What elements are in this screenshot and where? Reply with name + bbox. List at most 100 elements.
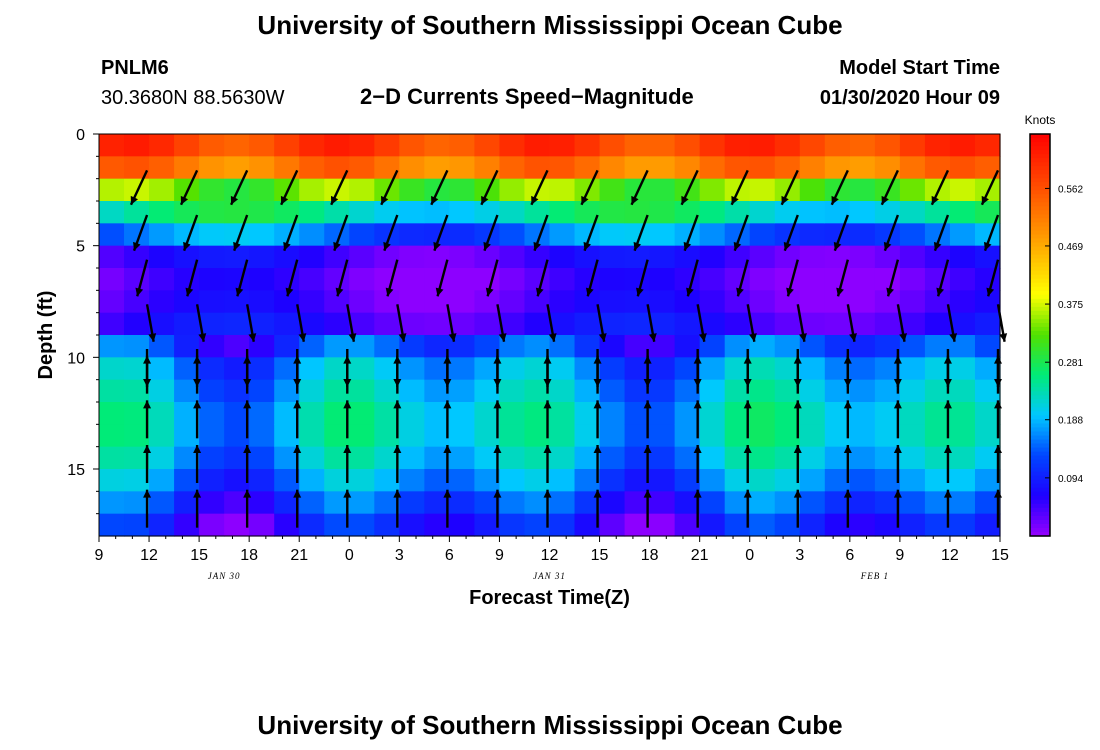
- heatmap-cell: [850, 156, 876, 179]
- date-label: JAN 30: [208, 571, 241, 581]
- heatmap-cell: [124, 313, 150, 336]
- heatmap-cell: [650, 447, 676, 470]
- heatmap-cell: [399, 201, 425, 224]
- heatmap-cell: [900, 268, 926, 291]
- heatmap-cell: [99, 134, 125, 157]
- heatmap-cell: [499, 223, 525, 246]
- colorbar-segment: [1030, 500, 1050, 505]
- heatmap-cell: [675, 268, 701, 291]
- heatmap-cell: [950, 402, 976, 425]
- heatmap-cell: [800, 447, 826, 470]
- heatmap-cell: [349, 491, 375, 514]
- heatmap-cell: [800, 246, 826, 269]
- heatmap-cell: [199, 447, 225, 470]
- heatmap-cell: [149, 447, 175, 470]
- heatmap-cell: [399, 447, 425, 470]
- heatmap-cell: [650, 268, 676, 291]
- heatmap-cell: [449, 156, 475, 179]
- colorbar-segment: [1030, 468, 1050, 473]
- heatmap-cell: [274, 514, 300, 537]
- heatmap-cell: [524, 335, 550, 358]
- heatmap-cell: [249, 380, 275, 403]
- heatmap-cell: [99, 469, 125, 492]
- colorbar-tick-label: 0.469: [1058, 242, 1083, 253]
- heatmap-cell: [374, 313, 400, 336]
- heatmap-cell: [399, 514, 425, 537]
- heatmap-cell: [149, 201, 175, 224]
- heatmap-cell: [925, 335, 951, 358]
- heatmap-cell: [750, 246, 776, 269]
- heatmap-cell: [825, 424, 851, 447]
- footer-title: University of Southern Mississippi Ocean…: [0, 712, 1100, 738]
- colorbar-segment: [1030, 359, 1050, 364]
- heatmap-cell: [299, 246, 325, 269]
- heatmap-cell: [99, 447, 125, 470]
- heatmap-cell: [199, 491, 225, 514]
- heatmap-cell: [900, 201, 926, 224]
- heatmap-cell: [424, 335, 450, 358]
- heatmap-cell: [750, 514, 776, 537]
- heatmap-cell: [499, 447, 525, 470]
- heatmap-cell: [950, 514, 976, 537]
- heatmap-cell: [174, 424, 200, 447]
- heatmap-cell: [700, 357, 726, 380]
- heatmap-cell: [975, 335, 1001, 358]
- heatmap-cell: [825, 268, 851, 291]
- colorbar-segment: [1030, 387, 1050, 392]
- heatmap-cell: [700, 179, 726, 202]
- y-axis-label: Depth (ft): [35, 291, 57, 380]
- colorbar-segment: [1030, 230, 1050, 235]
- heatmap-cell: [149, 268, 175, 291]
- heatmap-cell: [149, 179, 175, 202]
- heatmap-cell: [725, 268, 751, 291]
- heatmap-cell: [99, 179, 125, 202]
- heatmap-cell: [800, 402, 826, 425]
- heatmap-cell: [349, 357, 375, 380]
- heatmap-cell: [249, 514, 275, 537]
- heatmap-cell: [775, 469, 801, 492]
- heatmap-cell: [600, 290, 626, 313]
- heatmap-cell: [750, 447, 776, 470]
- x-tick-label: 3: [795, 547, 804, 564]
- heatmap-cell: [950, 134, 976, 157]
- heatmap-cell: [950, 156, 976, 179]
- heatmap-cell: [349, 514, 375, 537]
- heatmap-cell: [850, 357, 876, 380]
- heatmap-cell: [575, 469, 601, 492]
- heatmap-cell: [349, 201, 375, 224]
- heatmap-cell: [550, 246, 576, 269]
- heatmap-cell: [399, 179, 425, 202]
- colorbar-segment: [1030, 436, 1050, 441]
- heatmap-cell: [449, 402, 475, 425]
- heatmap-cell: [975, 313, 1001, 336]
- heatmap-cell: [700, 156, 726, 179]
- heatmap-cell: [775, 335, 801, 358]
- colorbar-segment: [1030, 440, 1050, 445]
- heatmap-cell: [700, 201, 726, 224]
- heatmap-cell: [199, 424, 225, 447]
- colorbar-tick-label: 0.375: [1058, 300, 1083, 311]
- heatmap-cell: [950, 268, 976, 291]
- heatmap-cell: [950, 380, 976, 403]
- heatmap-cell: [224, 424, 250, 447]
- heatmap-cell: [800, 156, 826, 179]
- x-tick-label: 12: [541, 547, 559, 564]
- colorbar-segment: [1030, 407, 1050, 412]
- colorbar-segment: [1030, 423, 1050, 428]
- heatmap-cell: [249, 357, 275, 380]
- heatmap-cell: [524, 514, 550, 537]
- heatmap-cell: [550, 447, 576, 470]
- heatmap-cell: [600, 402, 626, 425]
- heatmap-cell: [249, 447, 275, 470]
- heatmap-cell: [900, 447, 926, 470]
- colorbar-segment: [1030, 182, 1050, 187]
- heatmap-cell: [299, 380, 325, 403]
- heatmap-cell: [600, 514, 626, 537]
- heatmap-cell: [149, 491, 175, 514]
- heatmap-cell: [124, 268, 150, 291]
- heatmap-cell: [399, 469, 425, 492]
- colorbar-segment: [1030, 444, 1050, 449]
- colorbar-segment: [1030, 355, 1050, 360]
- heatmap-cell: [650, 514, 676, 537]
- heatmap-cell: [700, 380, 726, 403]
